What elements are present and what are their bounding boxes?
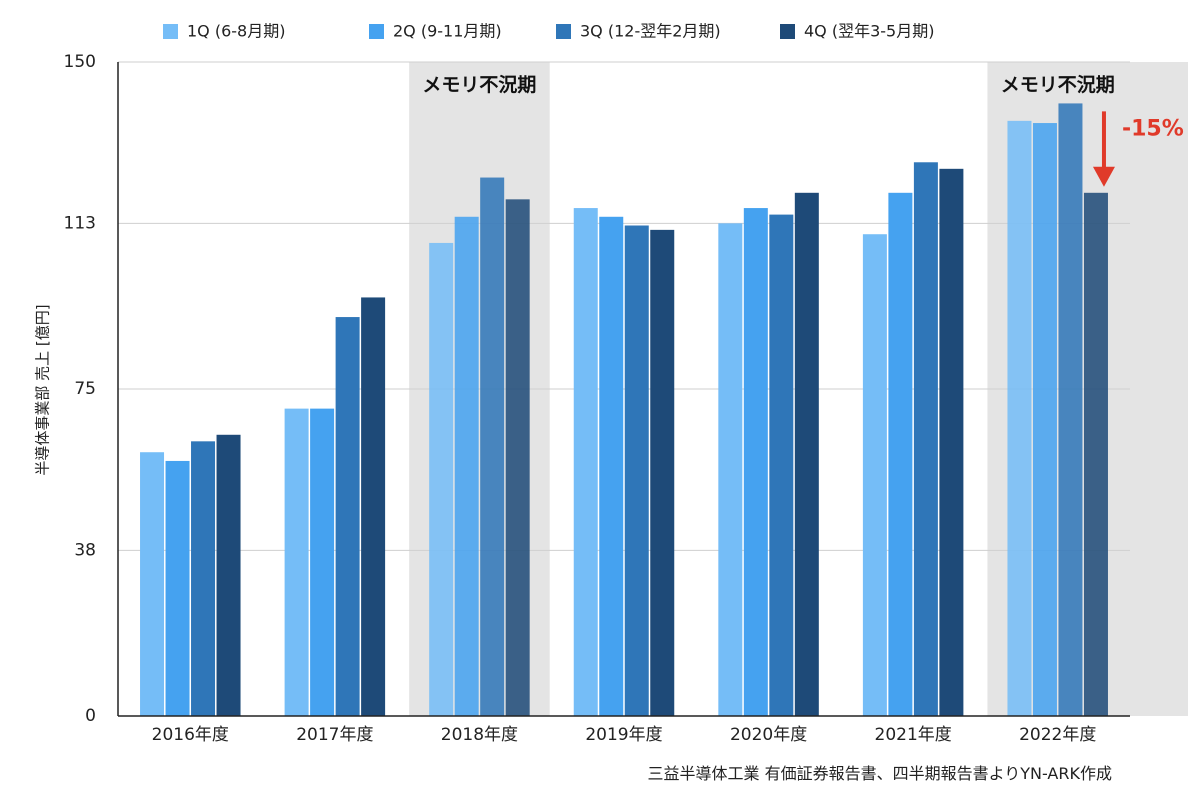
bar-0-6 <box>1007 120 1032 717</box>
legend-swatch-1 <box>369 24 384 39</box>
x-tick-label-1: 2017年度 <box>296 725 373 745</box>
bar-1-4 <box>743 208 768 716</box>
bar-3-0 <box>216 434 241 716</box>
bars <box>140 103 1108 717</box>
bar-3-1 <box>361 297 386 716</box>
x-tick-label-0: 2016年度 <box>152 725 229 745</box>
legend-swatch-2 <box>556 24 571 39</box>
bar-2-2 <box>480 177 505 717</box>
bar-1-1 <box>310 408 335 716</box>
legend: 1Q (6-8月期) 2Q (9-11月期) 3Q (12-翌年2月期) 4Q (翌年… <box>163 22 934 41</box>
bar-3-4 <box>794 192 819 717</box>
bar-1-5 <box>888 192 913 717</box>
bar-1-2 <box>454 216 479 716</box>
bar-2-6 <box>1058 103 1083 717</box>
bar-0-0 <box>140 452 165 716</box>
bar-2-5 <box>913 162 938 716</box>
bar-2-3 <box>624 225 649 716</box>
y-tick-label-0: 0 <box>85 706 96 726</box>
bar-1-0 <box>165 460 190 716</box>
bar-0-4 <box>718 223 743 716</box>
bar-0-2 <box>429 242 454 716</box>
y-tick-label-3: 113 <box>64 213 96 233</box>
y-axis-label: 半導体事業部 売上 [億円] <box>34 304 52 475</box>
bar-1-6 <box>1032 123 1057 717</box>
bar-3-5 <box>939 168 964 716</box>
bar-3-6 <box>1083 192 1108 717</box>
legend-label-2: 3Q (12-翌年2月期) <box>580 22 721 41</box>
bar-0-5 <box>862 234 887 716</box>
bar-1-3 <box>599 216 624 716</box>
y-tick-label-1: 38 <box>74 540 96 560</box>
bar-0-1 <box>284 408 309 716</box>
legend-label-0: 1Q (6-8月期) <box>187 22 285 41</box>
bar-2-0 <box>191 441 216 716</box>
source-note: 三益半導体工業 有価証券報告書、四半期報告書よりYN-ARK作成 <box>648 764 1113 783</box>
x-tick-label-6: 2022年度 <box>1019 725 1096 745</box>
bar-3-2 <box>505 199 530 717</box>
x-tick-label-2: 2018年度 <box>441 725 518 745</box>
x-tick-label-4: 2020年度 <box>730 725 807 745</box>
bar-2-1 <box>335 317 360 716</box>
legend-label-3: 4Q (翌年3-5月期) <box>804 22 934 41</box>
axes: 0 38 75 113 150 2016年度 2017年度 2018年度 2019年度 2020年… <box>64 52 1130 745</box>
legend-swatch-3 <box>780 24 795 39</box>
legend-swatch-0 <box>163 24 178 39</box>
shaded-period-label-1: メモリ不況期 <box>1001 73 1115 96</box>
bar-0-3 <box>573 208 598 716</box>
bar-2-4 <box>769 214 794 716</box>
decrease-annotation-label: -15% <box>1122 116 1184 141</box>
y-tick-label-2: 75 <box>74 379 96 399</box>
shaded-period-label-0: メモリ不況期 <box>422 73 536 96</box>
bar-3-3 <box>650 229 675 717</box>
x-tick-label-3: 2019年度 <box>585 725 662 745</box>
y-tick-label-4: 150 <box>64 52 96 72</box>
decrease-arrow-head <box>1092 166 1115 187</box>
x-tick-label-5: 2021年度 <box>875 725 952 745</box>
annotations: -15% <box>1092 111 1184 187</box>
grid-lines <box>118 61 1130 551</box>
legend-label-1: 2Q (9-11月期) <box>393 22 502 41</box>
